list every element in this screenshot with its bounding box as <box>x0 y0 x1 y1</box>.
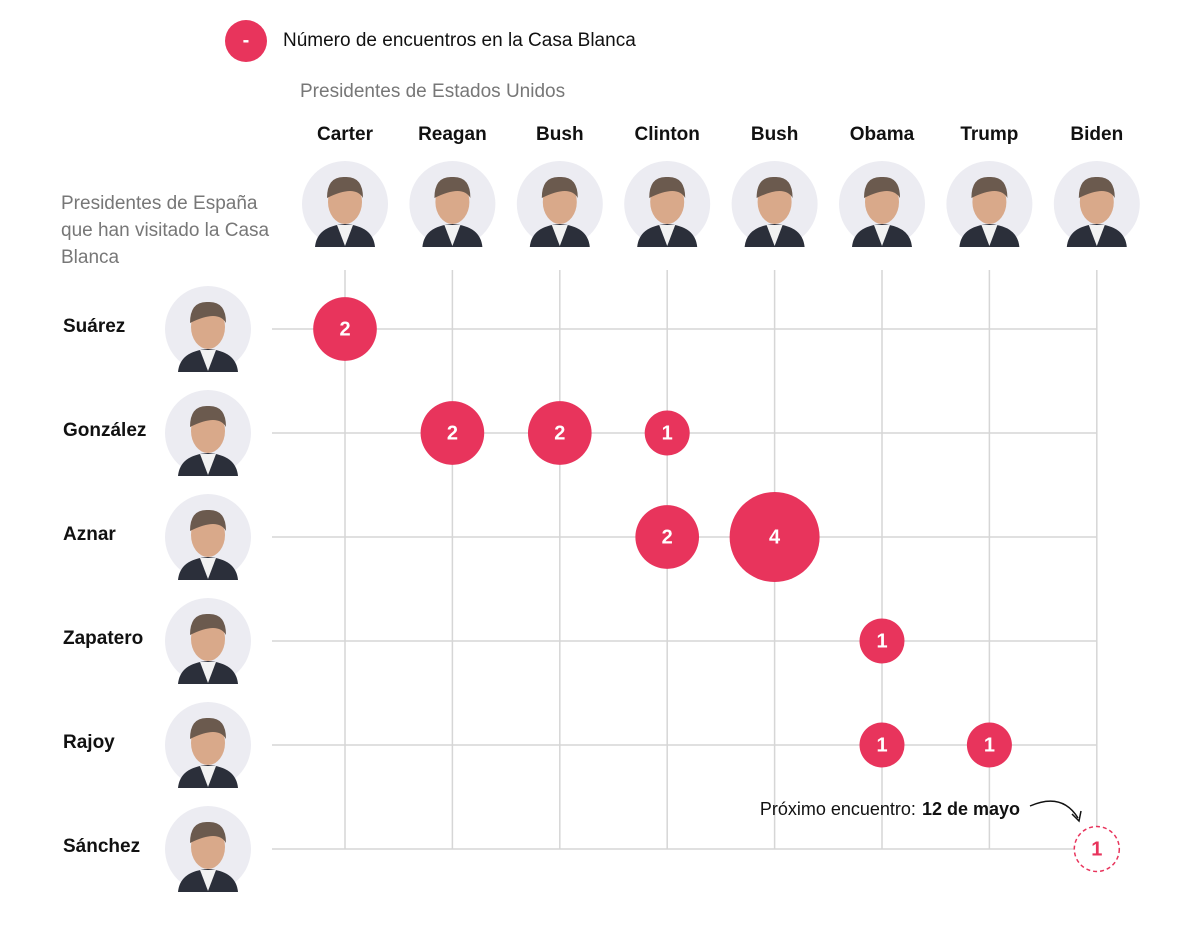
column-label: Biden <box>1070 124 1123 145</box>
annotation-arrowhead <box>1071 810 1082 823</box>
bubble <box>859 618 905 664</box>
legend-symbol: - <box>243 29 250 51</box>
row-photo <box>165 702 251 788</box>
bubble <box>966 722 1012 768</box>
photo-hair <box>971 176 1008 198</box>
column-photo <box>946 161 1033 247</box>
column-label: Clinton <box>634 124 699 145</box>
column-label: Bush <box>751 124 799 145</box>
planned-bubble-label: 1 <box>1091 838 1102 860</box>
row-photo <box>165 494 251 580</box>
photo-shirt <box>337 225 353 246</box>
row-label: Suárez <box>63 316 125 337</box>
row-label: Zapatero <box>63 628 143 649</box>
photo-shirt <box>444 225 461 246</box>
column-photo <box>409 161 496 247</box>
photo-hair <box>190 821 226 843</box>
photo-hair <box>1078 176 1115 198</box>
row-label: Rajoy <box>63 732 115 753</box>
column-label: Carter <box>317 124 374 145</box>
bubble-label: 2 <box>339 318 350 340</box>
photo-shirt <box>551 225 568 246</box>
annotation-text: Próximo encuentro: <box>760 799 916 819</box>
column-label: Reagan <box>418 124 487 145</box>
column-photo <box>1053 161 1140 247</box>
column-photo <box>624 161 711 247</box>
bubble-label: 2 <box>662 526 673 548</box>
bubble-label: 1 <box>662 422 673 444</box>
row-label: Aznar <box>63 524 116 545</box>
annotation-date: 12 de mayo <box>922 799 1020 819</box>
photo-hair <box>190 509 226 531</box>
photo-shirt <box>200 662 216 683</box>
row-label: Sánchez <box>63 836 140 857</box>
row-title: Presidentes de España que han visitado l… <box>61 193 270 268</box>
bubble-label: 4 <box>769 526 781 548</box>
photo-hair <box>190 717 226 739</box>
photo-shirt <box>200 350 216 371</box>
photo-hair <box>756 176 793 198</box>
row-photo <box>165 286 251 372</box>
photo-shirt <box>659 225 676 246</box>
bubble-label: 2 <box>447 422 458 444</box>
bubble-label: 1 <box>876 630 887 652</box>
column-photo <box>731 161 818 247</box>
photo-shirt <box>874 225 890 246</box>
row-photo <box>165 806 251 892</box>
bubble <box>859 722 905 768</box>
column-photo <box>516 161 603 247</box>
bubble <box>729 492 820 582</box>
photo-shirt <box>981 225 998 246</box>
photo-hair <box>190 613 226 635</box>
planned-bubble <box>1073 825 1121 873</box>
photo-shirt <box>200 454 216 475</box>
annotation-arrow <box>1029 800 1079 819</box>
legend-swatch <box>225 20 267 62</box>
bubble <box>635 505 700 569</box>
photo-shirt <box>1088 225 1105 246</box>
photo-hair <box>434 176 471 198</box>
column-title: Presidentes de Estados Unidos <box>300 81 565 102</box>
column-photo <box>302 161 388 247</box>
photo-shirt <box>200 558 216 579</box>
bubble <box>527 401 592 465</box>
photo-hair <box>541 176 578 198</box>
bubble <box>313 297 377 361</box>
legend-label: Número de encuentros en la Casa Blanca <box>283 30 636 51</box>
photo-shirt <box>200 766 216 787</box>
row-label: González <box>63 420 146 441</box>
photo-hair <box>864 176 900 198</box>
row-photo <box>165 598 251 684</box>
bubble-label: 1 <box>876 734 887 756</box>
column-label: Trump <box>960 124 1018 145</box>
column-label: Bush <box>536 124 584 145</box>
bubble <box>644 410 690 456</box>
photo-shirt <box>200 870 216 891</box>
bubble-label: 2 <box>554 422 565 444</box>
photo-hair <box>190 301 226 323</box>
column-photo <box>839 161 925 247</box>
row-photo <box>165 390 251 476</box>
photo-hair <box>649 176 686 198</box>
annotation: Próximo encuentro: 12 de mayo <box>760 799 1020 819</box>
photo-shirt <box>766 225 783 246</box>
column-label: Obama <box>850 124 915 145</box>
photo-hair <box>327 176 363 198</box>
photo-hair <box>190 405 226 427</box>
bubble <box>420 401 485 465</box>
bubble-label: 1 <box>984 734 995 756</box>
